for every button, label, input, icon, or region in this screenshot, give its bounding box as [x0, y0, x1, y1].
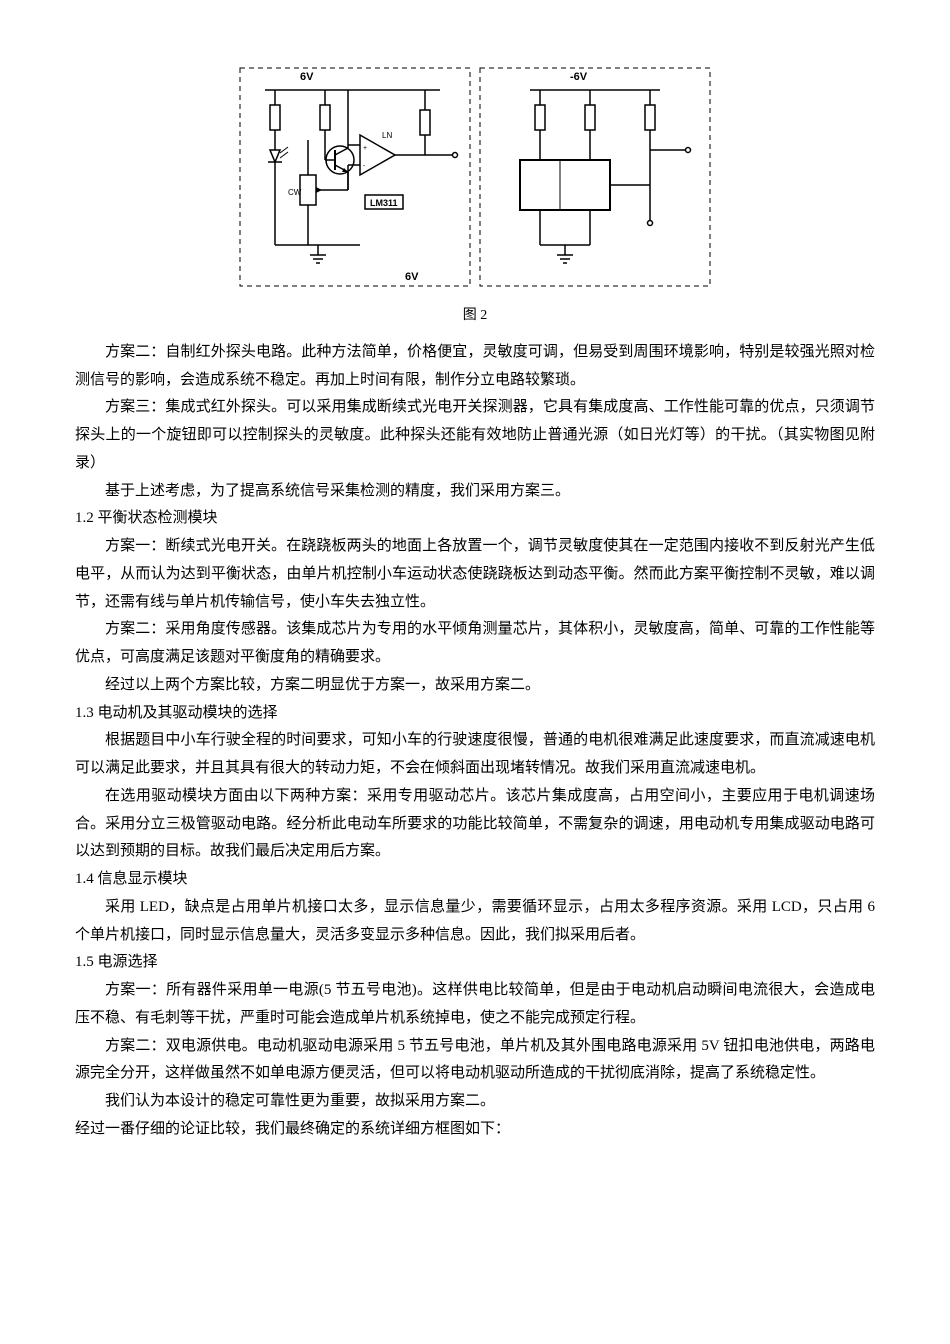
- para-1-2-conclusion: 经过以上两个方案比较，方案二明显优于方案一，故采用方案二。: [75, 672, 875, 700]
- heading-1-4: 1.4 信息显示模块: [75, 866, 875, 894]
- para-1-5-conclusion: 我们认为本设计的稳定可靠性更为重要，故拟采用方案二。: [75, 1088, 875, 1116]
- circuit-svg: 6V CW + - LN: [230, 60, 720, 295]
- heading-1-2: 1.2 平衡状态检测模块: [75, 505, 875, 533]
- para-1-2-s1: 方案一：断续式光电开关。在跷跷板两头的地面上各放置一个，调节灵敏度使其在一定范围…: [75, 533, 875, 616]
- heading-1-3: 1.3 电动机及其驱动模块的选择: [75, 700, 875, 728]
- para-1-3-b: 在选用驱动模块方面由以下两种方案：采用专用驱动芯片。该芯片集成度高，占用空间小，…: [75, 783, 875, 866]
- circuit-figure: 6V CW + - LN: [75, 60, 875, 295]
- ln-label: LN: [382, 131, 392, 140]
- para-1-4-a: 采用 LED，缺点是占用单片机接口太多，显示信息量少，需要循环显示，占用太多程序…: [75, 894, 875, 950]
- svg-text:+: +: [363, 145, 367, 152]
- para-conclusion1: 基于上述考虑，为了提高系统信号采集检测的精度，我们采用方案三。: [75, 478, 875, 506]
- heading-1-5: 1.5 电源选择: [75, 949, 875, 977]
- para-1-3-a: 根据题目中小车行驶全程的时间要求，可知小车的行驶速度很慢，普通的电机很难满足此速…: [75, 727, 875, 783]
- para-scheme3: 方案三：集成式红外探头。可以采用集成断续式光电开关探测器，它具有集成度高、工作性…: [75, 394, 875, 477]
- svg-text:6V: 6V: [300, 71, 314, 83]
- para-1-5-s2: 方案二：双电源供电。电动机驱动电源采用 5 节五号电池，单片机及其外围电路电源采…: [75, 1033, 875, 1089]
- figure-caption: 图 2: [75, 303, 875, 329]
- para-scheme2: 方案二：自制红外探头电路。此种方法简单，价格便宜，灵敏度可调，但易受到周围环境影…: [75, 339, 875, 395]
- bottom-6v-label: 6V: [405, 271, 419, 283]
- neg-6v-label: -6V: [570, 71, 588, 83]
- para-1-2-s2: 方案二：采用角度传感器。该集成芯片为专用的水平倾角测量芯片，其体积小，灵敏度高，…: [75, 616, 875, 672]
- para-1-5-s1: 方案一：所有器件采用单一电源(5 节五号电池)。这样供电比较简单，但是由于电动机…: [75, 977, 875, 1033]
- chip-label: LM311: [370, 198, 398, 208]
- svg-text:CW: CW: [288, 188, 302, 197]
- para-final: 经过一番仔细的论证比较，我们最终确定的系统详细方框图如下：: [75, 1116, 875, 1144]
